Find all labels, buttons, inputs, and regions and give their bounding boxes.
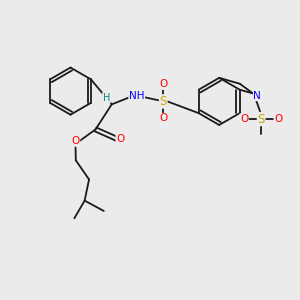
Text: N: N [254, 91, 261, 100]
Text: S: S [160, 95, 167, 108]
Text: O: O [71, 136, 80, 146]
Text: NH: NH [129, 91, 145, 100]
Text: O: O [159, 79, 167, 89]
Text: O: O [159, 113, 167, 124]
Text: O: O [240, 114, 248, 124]
Text: O: O [274, 114, 282, 124]
Text: H: H [103, 93, 110, 103]
Text: S: S [257, 112, 265, 126]
Text: O: O [116, 134, 124, 144]
